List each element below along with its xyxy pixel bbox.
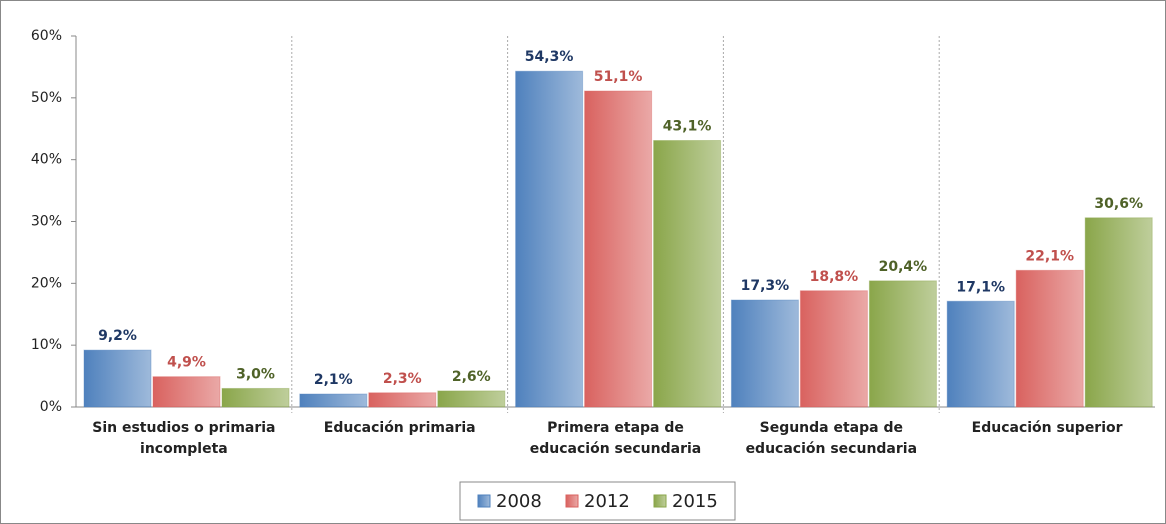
- value-label: 54,3%: [525, 49, 574, 65]
- value-label: 51,1%: [594, 69, 643, 85]
- value-label: 30,6%: [1094, 196, 1143, 212]
- y-tick-label: 10%: [31, 337, 62, 353]
- bar: [368, 392, 437, 408]
- x-tick-label: Primera etapa de educación secundaria: [529, 420, 702, 457]
- value-label: 2,3%: [383, 371, 422, 387]
- bar: [83, 349, 152, 408]
- value-label: 3,0%: [236, 366, 275, 382]
- bar: [299, 393, 368, 408]
- legend-label: 2015: [672, 491, 718, 512]
- x-tick-label: Sin estudios o primaria incompleta: [92, 420, 276, 457]
- value-label: 22,1%: [1025, 248, 1074, 264]
- legend-swatch: [565, 494, 579, 508]
- value-label: 20,4%: [879, 259, 928, 275]
- y-tick-label: 50%: [31, 90, 62, 106]
- bar: [152, 376, 221, 408]
- x-tick-label: Segunda etapa de educación secundaria: [745, 420, 918, 457]
- legend-label: 2008: [496, 491, 542, 512]
- legend-box: [459, 481, 736, 521]
- x-tick-label: Educación primaria: [323, 420, 476, 436]
- legend: 2008 2012 2015: [459, 481, 736, 521]
- value-label: 17,3%: [741, 278, 790, 294]
- bar: [1015, 269, 1084, 408]
- value-label: 43,1%: [663, 118, 712, 134]
- value-label: 17,1%: [956, 279, 1005, 295]
- bar: [221, 387, 290, 408]
- value-label: 2,1%: [314, 372, 353, 388]
- legend-label: 2012: [584, 491, 630, 512]
- bar: [515, 70, 584, 408]
- bar: [653, 139, 722, 408]
- bar: [1084, 217, 1153, 408]
- value-label: 2,6%: [452, 369, 491, 385]
- legend-swatch: [477, 494, 491, 508]
- value-label: 4,9%: [167, 355, 206, 371]
- bar: [868, 280, 937, 408]
- bar: [437, 390, 506, 408]
- bar: [799, 290, 868, 408]
- value-label: 9,2%: [98, 328, 137, 344]
- bar: [730, 299, 799, 408]
- legend-swatch: [653, 494, 667, 508]
- bar: [584, 90, 653, 408]
- y-tick-label: 40%: [31, 152, 62, 168]
- y-tick-label: 60%: [31, 28, 62, 44]
- bar: [946, 300, 1015, 408]
- y-tick-label: 20%: [31, 275, 62, 291]
- y-tick-label: 30%: [31, 214, 62, 230]
- y-tick-label: 0%: [40, 399, 62, 415]
- x-tick-label: Educación superior: [971, 420, 1123, 436]
- value-label: 18,8%: [810, 269, 859, 285]
